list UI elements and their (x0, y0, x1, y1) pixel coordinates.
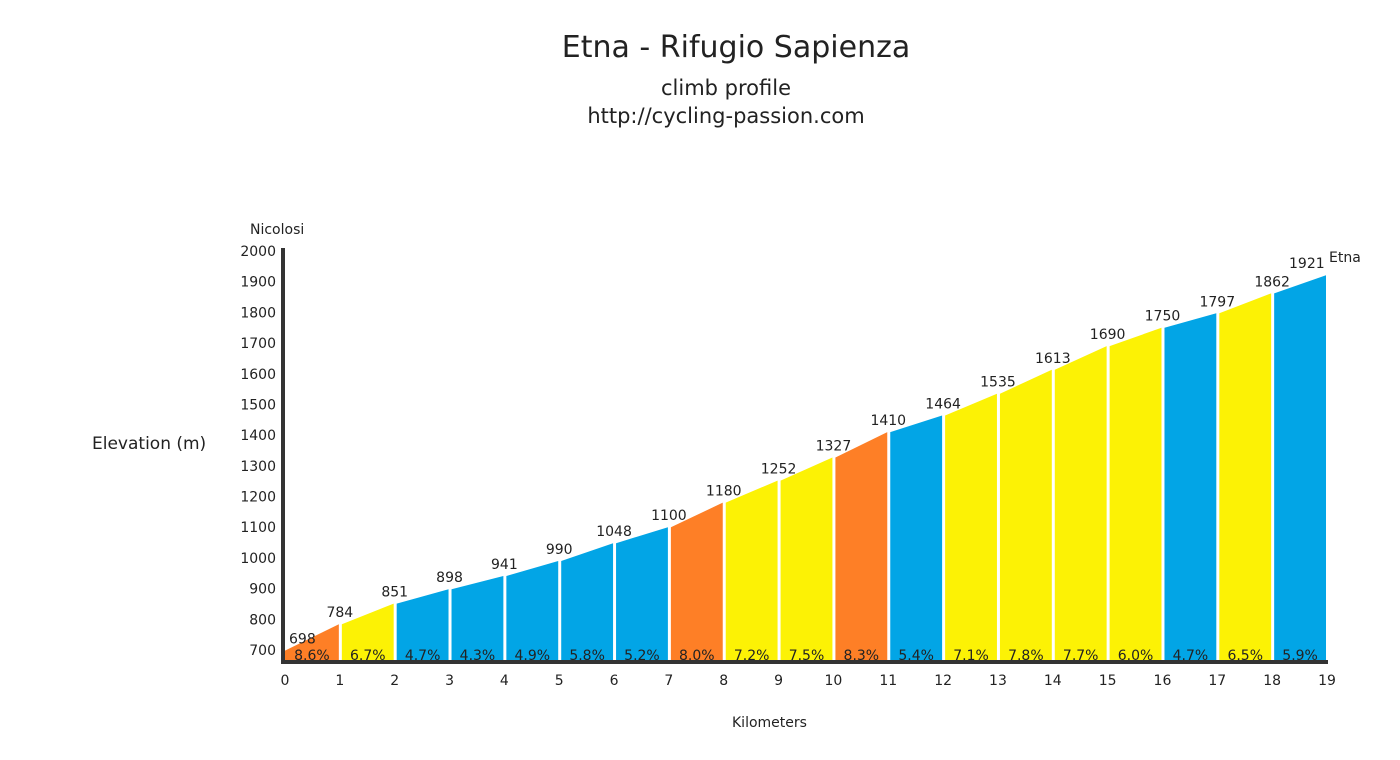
segment-km-16 (1109, 327, 1162, 662)
elevation-label: 1921 (1289, 256, 1325, 272)
x-tick-label: 7 (664, 673, 673, 689)
segment-km-2 (341, 603, 394, 662)
y-tick-label: 800 (249, 612, 276, 628)
x-tick-label: 19 (1318, 673, 1336, 689)
elevation-label: 698 (289, 632, 316, 648)
elevation-label: 851 (381, 585, 408, 601)
elevation-label: 1100 (651, 508, 687, 524)
y-tick-label: 1200 (240, 490, 276, 506)
segment-km-8 (670, 502, 723, 662)
y-tick-label: 1900 (240, 275, 276, 291)
segment-km-13 (945, 393, 997, 662)
x-tick-label: 11 (879, 673, 897, 689)
segment-km-9 (725, 480, 778, 662)
x-tick-label: 17 (1208, 673, 1226, 689)
segment-km-6 (561, 543, 614, 662)
y-tick-label: 1100 (240, 520, 276, 536)
end-location-label: Etna (1329, 250, 1361, 266)
y-tick-label: 1300 (240, 459, 276, 475)
y-tick-label: 1000 (240, 551, 276, 567)
x-tick-label: 8 (719, 673, 728, 689)
x-tick-label: 13 (989, 673, 1007, 689)
elevation-label: 1410 (870, 413, 906, 429)
chart-subtitle: climb profile (660, 76, 791, 100)
segments-layer (285, 275, 1326, 662)
x-tick-label: 2 (390, 673, 399, 689)
x-tick-label: 3 (445, 673, 454, 689)
x-tick-label: 18 (1263, 673, 1281, 689)
x-tick-label: 15 (1099, 673, 1117, 689)
segment-km-14 (999, 369, 1052, 662)
elevation-label: 784 (326, 605, 353, 621)
segment-km-5 (506, 560, 559, 662)
elevation-label: 1750 (1145, 309, 1181, 325)
elevation-label: 1464 (925, 397, 961, 413)
y-tick-label: 2000 (240, 244, 276, 260)
elevation-label: 1535 (980, 375, 1016, 391)
x-tick-label: 16 (1154, 673, 1172, 689)
y-tick-label: 1400 (240, 428, 276, 444)
y-tick-label: 1800 (240, 305, 276, 321)
source-url: http://cycling-passion.com (587, 104, 865, 128)
x-tick-label: 10 (825, 673, 843, 689)
elevation-label: 941 (491, 557, 518, 573)
y-tick-labels-layer: 700 800 900 1000 1100 1200 1300 1400 1500 1600 170… (240, 244, 276, 659)
x-tick-label: 6 (610, 673, 619, 689)
x-tick-label: 9 (774, 673, 783, 689)
x-tick-label: 4 (500, 673, 509, 689)
segment-km-11 (835, 432, 888, 662)
elevation-labels-layer: 698 784 851 898 941 990 1048 1100 1180 1252 1327 14… (289, 250, 1361, 647)
segment-km-3 (396, 589, 449, 662)
segment-km-18 (1219, 293, 1272, 662)
x-tick-label: 14 (1044, 673, 1062, 689)
segment-km-12 (890, 415, 943, 662)
x-tick-label: 1 (335, 673, 344, 689)
elevation-label: 1327 (816, 439, 852, 455)
segment-km-10 (780, 457, 833, 662)
elevation-label: 1048 (596, 524, 632, 540)
elevation-label: 1252 (761, 462, 797, 478)
elevation-label: 898 (436, 570, 463, 586)
start-location-label: Nicolosi (250, 222, 305, 238)
axes-layer (281, 248, 1328, 664)
x-axis-label: Kilometers (732, 715, 807, 731)
elevation-label: 990 (546, 542, 573, 558)
elevation-label: 1613 (1035, 351, 1071, 367)
elevation-label: 1690 (1090, 327, 1126, 343)
segment-km-7 (616, 527, 668, 662)
elevation-label: 1797 (1199, 294, 1235, 310)
x-tick-label: 12 (934, 673, 952, 689)
chart-title: Etna - Rifugio Sapienza (561, 30, 911, 65)
elevation-label: 1862 (1254, 274, 1290, 290)
segment-km-17 (1164, 313, 1217, 662)
segment-km-1 (285, 624, 339, 662)
segment-km-15 (1054, 346, 1107, 662)
y-tick-label: 700 (249, 643, 276, 659)
y-tick-label: 1600 (240, 367, 276, 383)
segment-km-19 (1274, 275, 1326, 662)
y-axis-label: Elevation (m) (92, 434, 207, 454)
x-tick-label: 5 (555, 673, 564, 689)
y-tick-label: 900 (249, 582, 276, 598)
y-tick-label: 1700 (240, 336, 276, 352)
x-tick-label: 0 (281, 673, 290, 689)
segment-km-4 (451, 576, 504, 662)
x-tick-labels-layer: 0 1 2 3 4 5 6 7 8 9 10 11 12 13 14 15 16 17 18 19 (281, 673, 1336, 689)
y-tick-label: 1500 (240, 397, 276, 413)
elevation-label: 1180 (706, 484, 742, 500)
